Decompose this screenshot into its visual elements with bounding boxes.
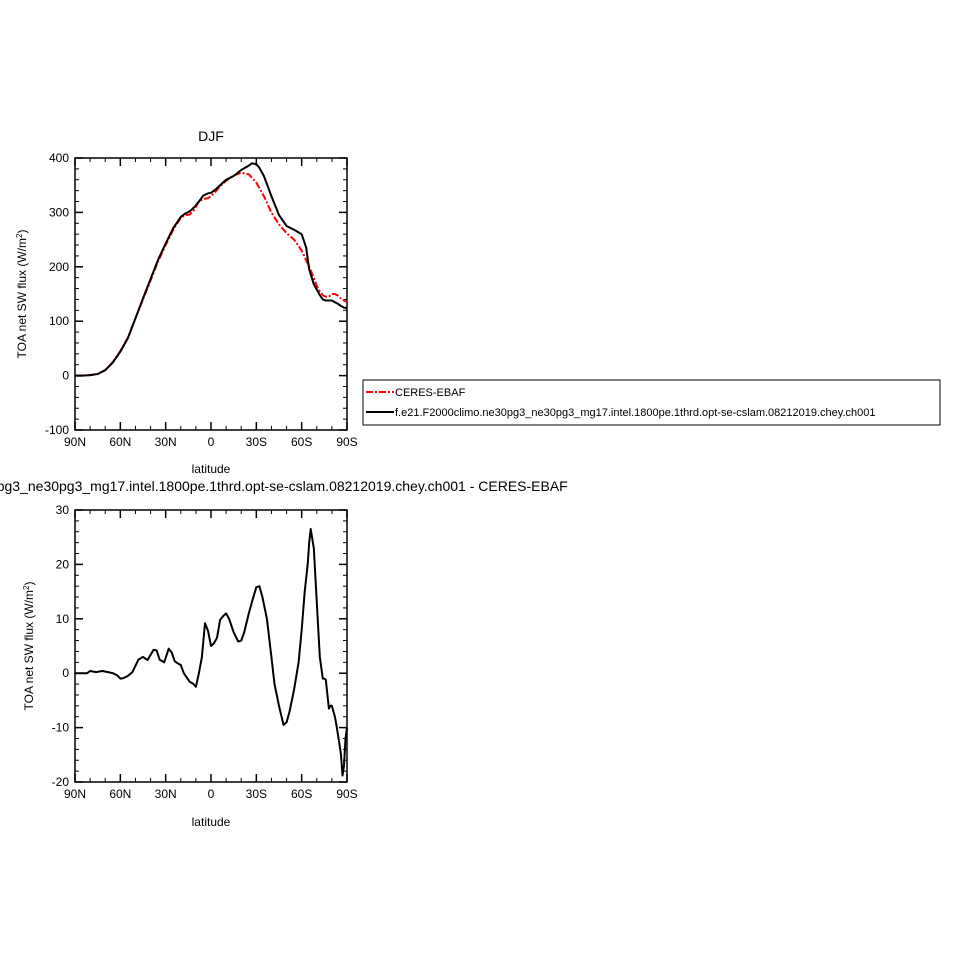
bottom-x-tick-label: 0 xyxy=(208,787,215,801)
bottom-plot-area: 90N 60N 30N 0 30S 60S 90S -20 -10 0 10 20 30 xyxy=(52,503,358,801)
bottom-y-tick-label: 10 xyxy=(56,612,70,626)
bottom-y-tick-label: -20 xyxy=(52,775,70,789)
bottom-x-tick-label: 60N xyxy=(109,787,131,801)
top-x-tick-label: 60N xyxy=(109,435,131,449)
top-chart-title: DJF xyxy=(198,128,224,144)
bottom-x-axis-label: latitude xyxy=(192,815,231,829)
bottom-x-tick-label: 90S xyxy=(336,787,357,801)
bottom-x-tick-label: 30N xyxy=(155,787,177,801)
top-plot-frame xyxy=(74,157,348,431)
top-x-tick-label: 90N xyxy=(64,435,86,449)
bottom-x-tick-label: 30S xyxy=(246,787,267,801)
top-y-tick-label: 300 xyxy=(49,205,69,219)
top-x-tick-label: 30S xyxy=(246,435,267,449)
top-x-tick-label: 90S xyxy=(336,435,357,449)
legend-label-ceres: CERES-EBAF xyxy=(395,387,466,399)
top-panel: DJF 90N 60N 30N 0 30S 60S 90S -100 0 100 200 300 400… xyxy=(15,128,358,476)
legend-label-model: f.e21.F2000climo.ne30pg3_ne30pg3_mg17.in… xyxy=(395,407,875,419)
top-x-tick-label: 30N xyxy=(155,435,177,449)
legend: CERES-EBAF f.e21.F2000climo.ne30pg3_ne30… xyxy=(362,379,941,426)
bottom-y-tick-label: 30 xyxy=(56,503,70,517)
legend-box xyxy=(362,379,941,426)
bottom-y-tick-label: -10 xyxy=(52,721,70,735)
bottom-y-axis-label: TOA net SW flux (W/m2) xyxy=(22,582,37,711)
top-series-line-2 xyxy=(75,162,348,377)
top-y-tick-label: -100 xyxy=(45,423,69,437)
bottom-y-tick-label: 20 xyxy=(56,557,70,571)
bottom-x-tick-label: 60S xyxy=(291,787,312,801)
top-x-axis-label: latitude xyxy=(192,462,231,476)
top-x-tick-label: 60S xyxy=(291,435,312,449)
bottom-chart-title: f.e21.F2000climo.ne30pg3_ne30pg3_mg17.in… xyxy=(0,478,568,494)
top-y-tick-label: 200 xyxy=(49,260,69,274)
top-y-tick-label: 0 xyxy=(62,369,69,383)
top-y-tick-label: 400 xyxy=(49,151,69,165)
top-x-tick-label: 0 xyxy=(208,435,215,449)
bottom-x-tick-label: 90N xyxy=(64,787,86,801)
bottom-panel: f.e21.F2000climo.ne30pg3_ne30pg3_mg17.in… xyxy=(0,478,568,829)
top-plot-area: 90N 60N 30N 0 30S 60S 90S -100 0 100 200 300 400 xyxy=(45,151,358,449)
top-y-tick-label: 100 xyxy=(49,314,69,328)
top-y-axis-label: TOA net SW flux (W/m2) xyxy=(15,230,30,359)
bottom-series-line-1 xyxy=(75,528,348,777)
top-series-line-1 xyxy=(75,171,348,377)
bottom-y-tick-label: 0 xyxy=(62,666,69,680)
